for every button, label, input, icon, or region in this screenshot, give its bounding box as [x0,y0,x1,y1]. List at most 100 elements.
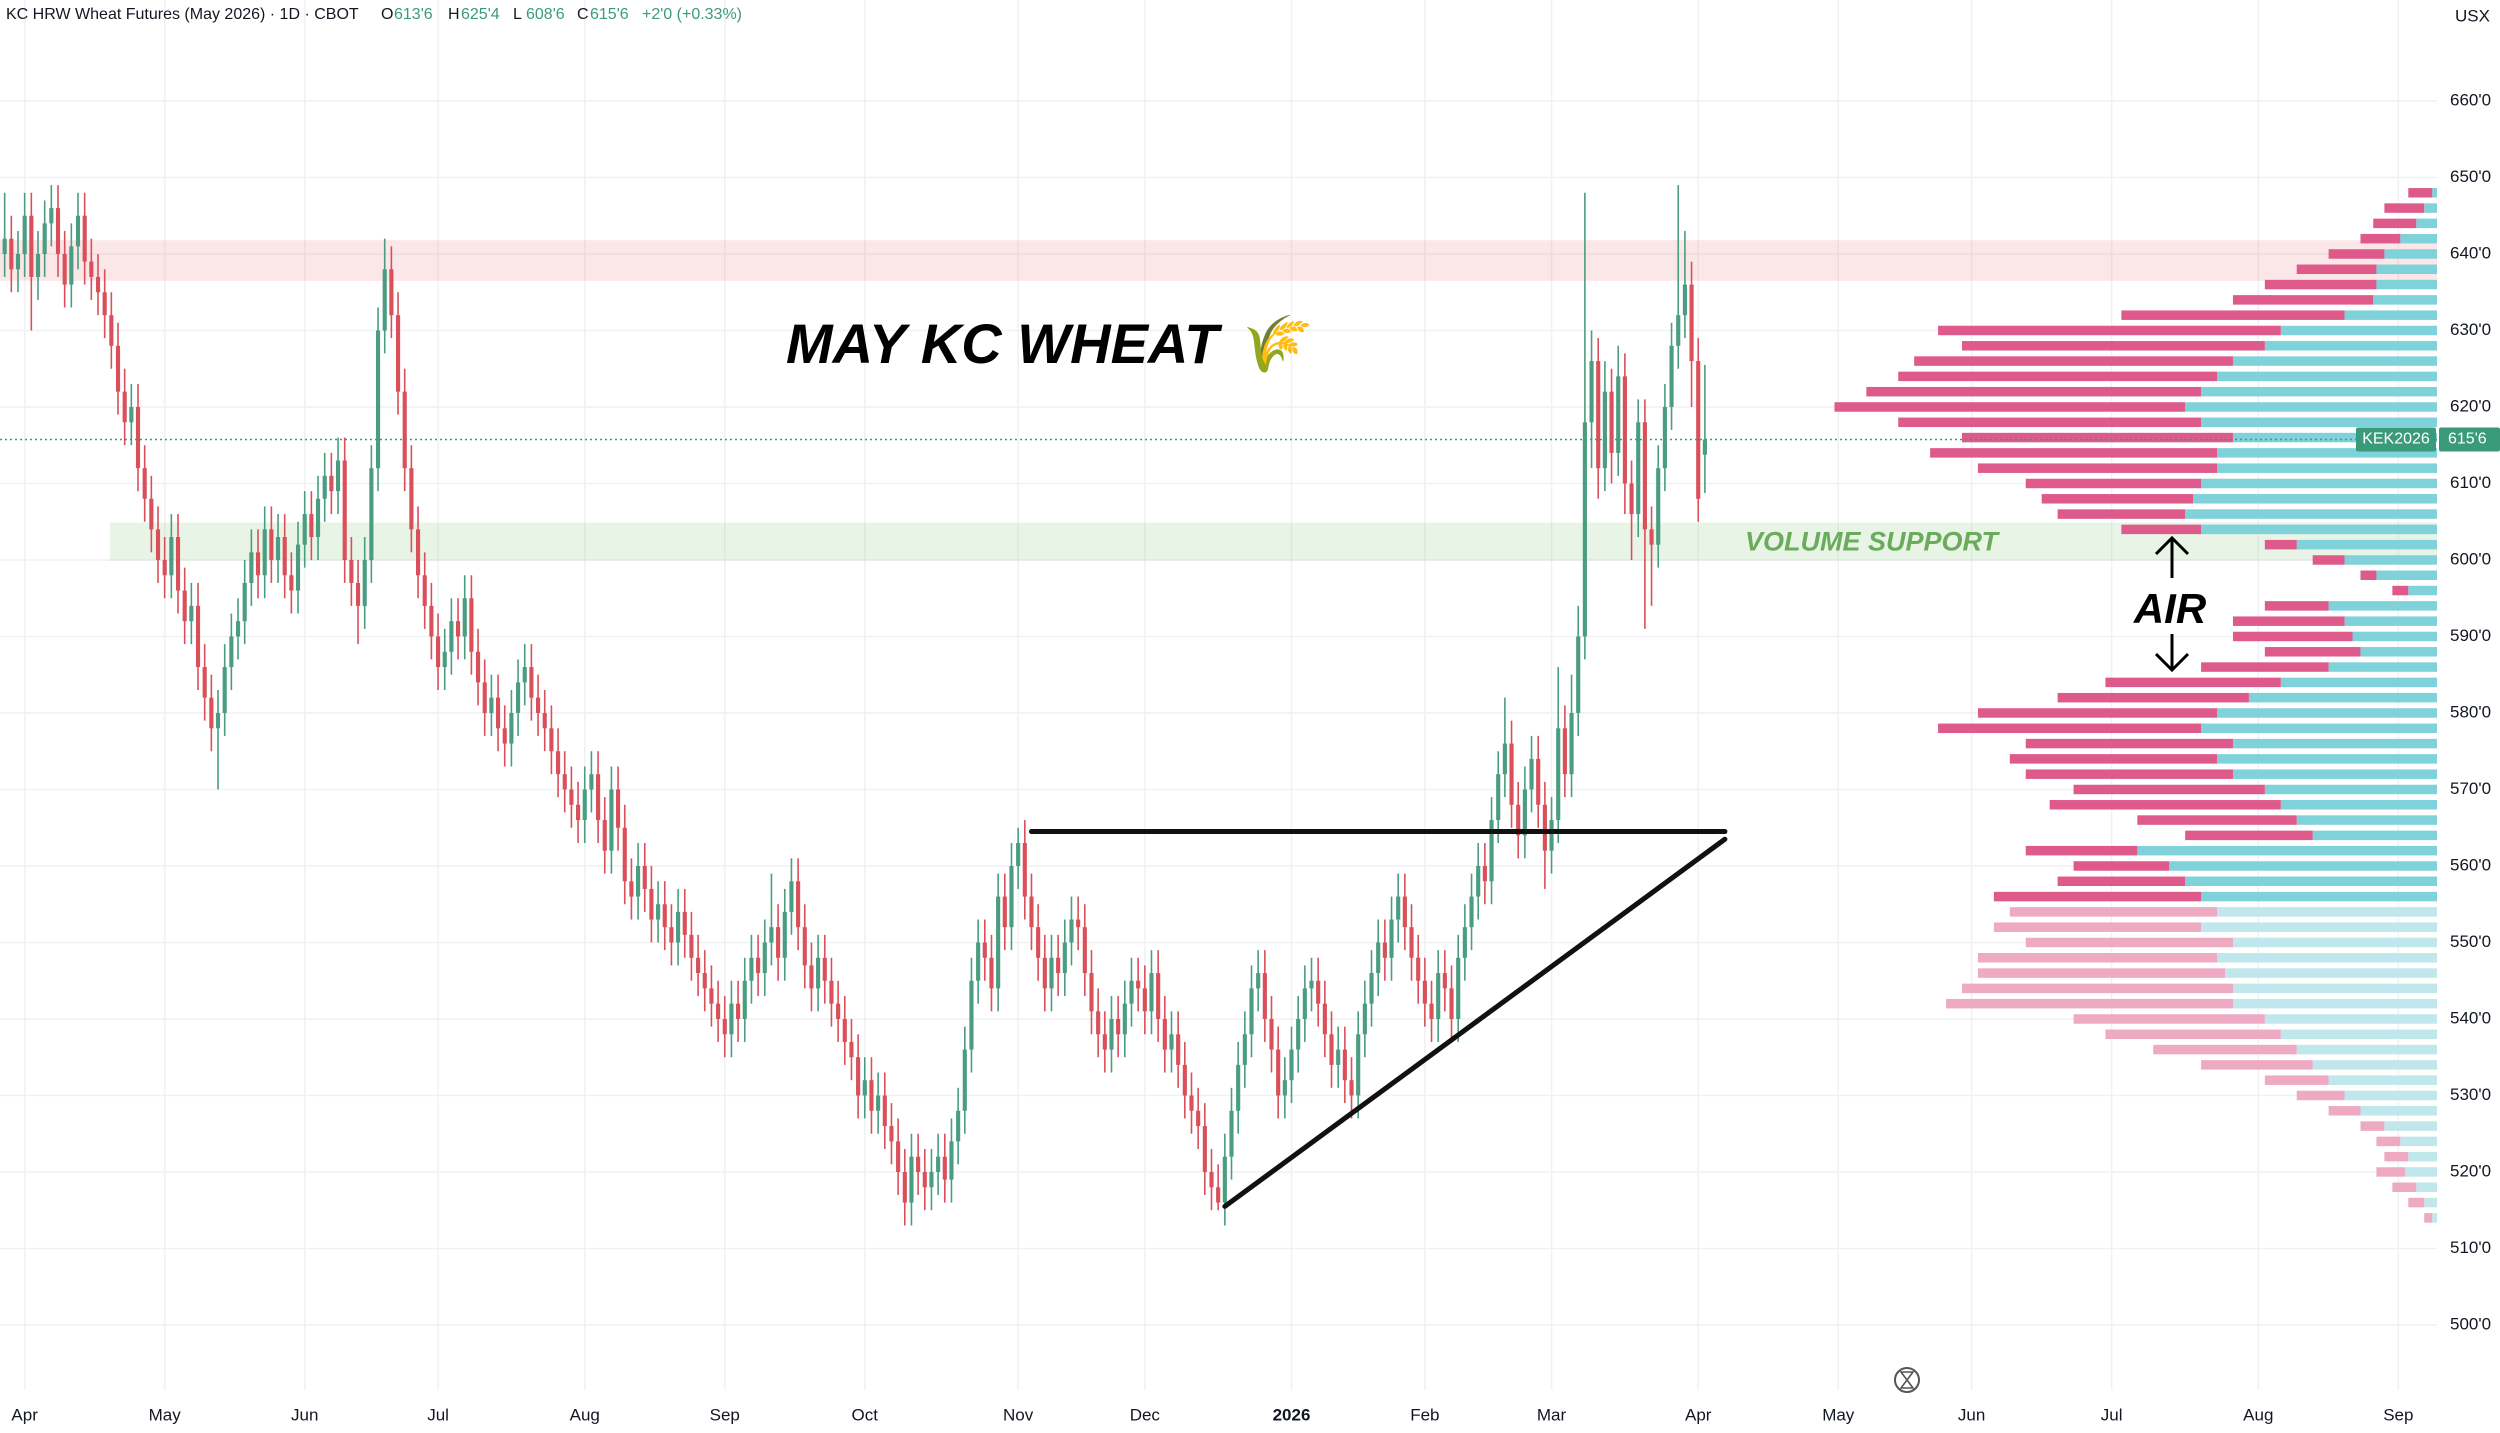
candle-body [1236,1064,1241,1111]
candle-body [1096,1011,1101,1035]
candle-body [649,888,654,920]
y-tick-label: 510'0 [2450,1238,2491,1257]
candle-body [496,697,501,729]
profile-up [2416,218,2437,229]
profile-up [2232,356,2437,366]
candle-body [389,269,394,316]
candle-body [962,1049,967,1111]
candle-body [355,582,361,606]
candle-body [182,590,187,622]
candle-body [82,215,87,262]
profile-down [2073,861,2170,871]
candle-body [155,529,161,560]
y-tick-label: 520'0 [2450,1161,2491,1180]
candle-body [1182,1064,1187,1096]
candle-body [1109,1018,1114,1050]
candle-body [1476,865,1481,897]
candle-body [1396,896,1401,920]
candle-body [1002,896,1007,928]
candle-body [335,460,341,492]
profile-down [2105,677,2281,688]
candle-body [162,559,167,576]
candle-body [802,927,807,966]
candle-body [669,927,674,943]
candle-body [776,927,781,958]
profile-up [2201,478,2437,489]
candle-body [736,1003,741,1019]
x-tick-label: Jun [1958,1405,1985,1424]
candle-body [1022,843,1027,897]
candle-body [122,391,127,423]
y-tick-label: 550'0 [2450,932,2491,951]
profile-down [2073,784,2265,795]
profile-down [1938,723,2202,734]
profile-up [2344,616,2437,626]
candle-body [856,1057,861,1096]
candle-body [1196,1110,1201,1127]
candle-body [542,712,547,729]
candle-body [195,605,201,668]
candle-body [275,537,281,560]
candle-body [1529,758,1534,790]
icon-ring [1894,1367,1920,1393]
profile-down [2121,524,2202,535]
candle-body [1549,820,1554,851]
candle-body [102,292,107,316]
candle-body [1669,345,1674,407]
candle-body [202,667,207,698]
candle-body [809,965,814,989]
candle-body [362,559,367,606]
profile-down [1834,402,2186,412]
candle-body [1656,468,1661,545]
candle-body [769,927,774,943]
candle-body [1569,712,1574,775]
candle-body [1556,728,1561,821]
axes: 500'0 510'0 520'0 530'0 540'0 550'0 560'0 570'0… [11,90,2500,1424]
candle-body [656,904,661,920]
candle-body [702,973,707,989]
candle-body [1276,1049,1281,1096]
header: KC HRW Wheat Futures (May 2026) · 1D · C… [6,6,742,23]
profile-down [1977,463,2218,473]
y-tick-label: 640'0 [2450,243,2491,262]
candle-body [1642,422,1647,530]
candle-body [636,865,641,897]
profile-down [2041,494,2194,504]
profile-up [2232,432,2437,443]
profile-down [2057,692,2249,703]
candle-body [789,881,794,912]
profile-up [2217,953,2437,963]
profile-down [2185,830,2313,841]
profile-down [2328,1106,2361,1116]
x-tick-label: Aug [570,1405,600,1424]
profile-down [2201,1060,2313,1070]
candle-body [475,651,481,683]
candle-body [849,1041,854,1058]
air-label: AIR [2133,585,2207,632]
candle-body [956,1110,961,1142]
profile-up [2217,907,2437,917]
candle-body [1269,1018,1274,1050]
candle-body [949,1141,954,1180]
candle-body [1382,942,1387,958]
candle-body [209,697,214,729]
profile-down [2009,907,2218,917]
profile-down [2049,800,2281,810]
candle-body [1282,1080,1287,1096]
candle-body [1542,804,1547,851]
candle-body [756,957,761,974]
profile-up [2232,769,2437,779]
candle-body [1429,1003,1434,1019]
candle-body [1449,988,1454,1019]
profile-up [2432,188,2437,198]
profile-up [2312,1060,2437,1070]
candle-body [1056,957,1061,974]
candle-body [762,942,767,974]
candle-body [896,1141,901,1172]
candle-body [29,215,34,277]
profile-up [2217,448,2437,458]
candle-body [309,514,314,538]
profile-down [2296,1090,2345,1101]
candle-body [1222,1156,1227,1203]
profile-up [2193,494,2437,504]
